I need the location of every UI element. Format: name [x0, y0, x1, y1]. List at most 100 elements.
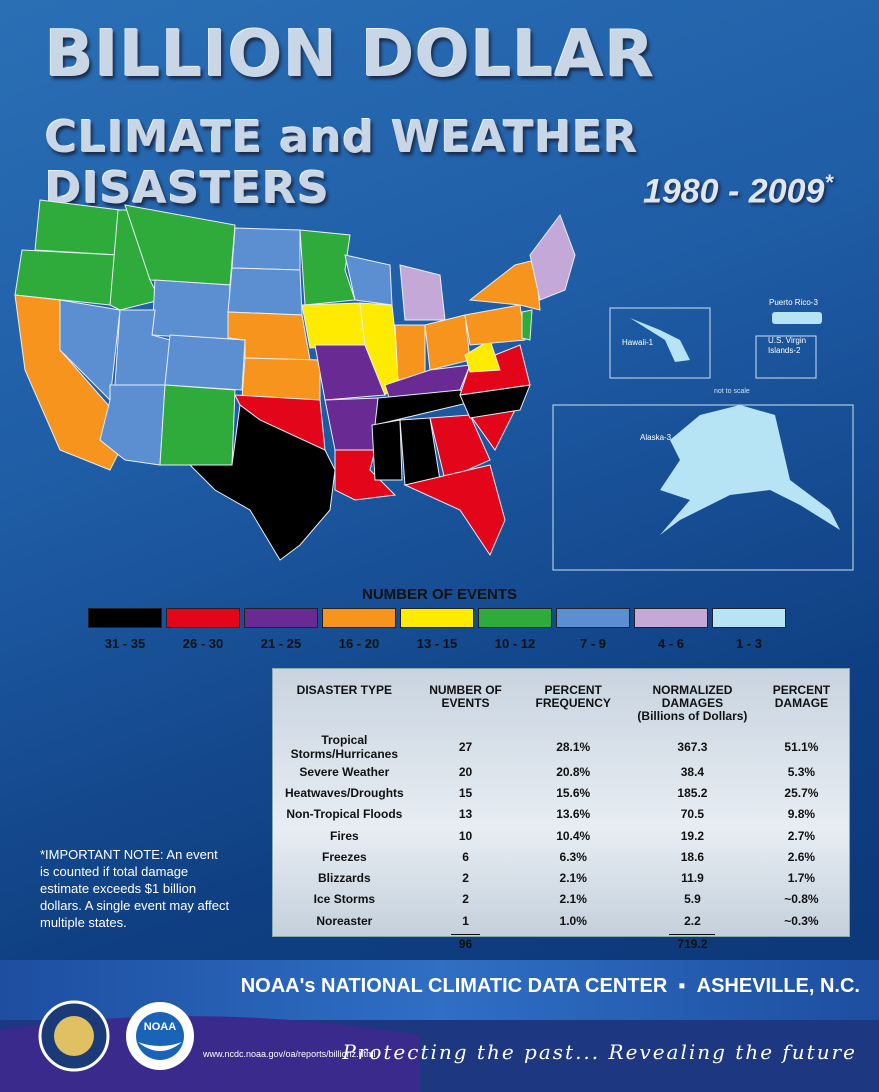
header-text: PERCENT FREQUENCY: [535, 683, 611, 710]
table-cell: 10: [458, 828, 473, 843]
table-cell: 19.2: [680, 828, 705, 843]
table-cell: 185.2: [677, 785, 708, 800]
asterisk: *: [824, 170, 833, 195]
scale-note: not to scale: [714, 388, 750, 395]
us-map: Hawaii-1 Puerto Rico-3 U.S. Virgin Islan…: [14, 199, 854, 571]
ncdc: NOAA's NATIONAL CLIMATIC DATA CENTER: [240, 975, 668, 997]
table-cell: 13.6%: [556, 807, 591, 822]
table-cell: 27: [458, 740, 473, 754]
legend-label: 4 - 6: [657, 636, 684, 651]
table-cell: 9.8%: [787, 807, 816, 822]
vi-label-box: U.S. Virgin Islands-2: [768, 336, 807, 355]
state: [159, 384, 236, 466]
footer-art: NOAA: [0, 1000, 420, 1092]
column-header: NORMALIZED DAMAGES (Billions of Dollars): [631, 683, 754, 733]
noaa-inner: [136, 1012, 184, 1060]
state: [301, 302, 366, 349]
table-cell: 1.0%: [559, 913, 587, 928]
table-row: Blizzards 2 2.1% 11.9 1.7%: [273, 867, 849, 888]
state: [394, 324, 426, 381]
table-cell: 15.6%: [556, 785, 591, 800]
state: [529, 213, 576, 301]
state: [164, 334, 246, 391]
legend-swatch: [478, 608, 552, 628]
column-header: PERCENT FREQUENCY: [515, 683, 631, 733]
table-row: Freezes 6 6.3% 18.6 2.6%: [273, 846, 849, 867]
table-cell: Noreaster: [316, 913, 373, 928]
states: [14, 199, 576, 561]
table-cell: ~0.3%: [784, 913, 819, 928]
title-line: CLIMATE and WEATHER DISASTERS: [45, 112, 639, 214]
tagline: Protecting the past... Revealing the fut…: [342, 1040, 857, 1064]
column-header: DISASTER TYPE: [273, 683, 416, 733]
table-cell: 1: [462, 913, 469, 928]
alaska-box: [552, 404, 854, 571]
table-cell: 20.8%: [556, 764, 591, 779]
table-panel: DISASTER TYPE NUMBER OF EVENTS PERCENT FRE…: [272, 668, 850, 951]
title-line: BILLION DOLLAR: [45, 18, 656, 92]
table-cell: 2: [462, 892, 469, 907]
table-cell: 2.1%: [559, 871, 587, 886]
table-cell: 25.7%: [784, 785, 819, 800]
vi-label: U.S. Virgin Islands-2: [768, 336, 807, 355]
legend-label: 13 - 15: [416, 636, 458, 651]
puerto-rico: [772, 312, 822, 324]
legend-item: 21 - 25: [244, 608, 318, 651]
state: [231, 227, 301, 271]
table-cell: 5.9: [684, 892, 701, 907]
seal-center: [54, 1016, 94, 1056]
legend-label: 31 - 35: [104, 636, 146, 651]
legend-item: 31 - 35: [88, 608, 162, 651]
legend-label: 10 - 12: [494, 636, 536, 651]
state: [399, 264, 446, 321]
legend-swatch: [322, 608, 396, 628]
table-cell: Ice Storms: [313, 892, 376, 907]
note: *IMPORTANT NOTE: An event is counted if …: [40, 847, 230, 930]
total-cell: 96: [416, 931, 516, 952]
state: [424, 314, 471, 371]
disaster-table: DISASTER TYPE NUMBER OF EVENTS PERCENT FRE…: [273, 683, 849, 953]
legend-swatch: [88, 608, 162, 628]
table-cell: Blizzards: [318, 871, 371, 886]
separator: ▪: [678, 975, 686, 997]
state: [188, 404, 336, 561]
legend-swatch: [244, 608, 318, 628]
table-cell: Severe Weather: [299, 764, 390, 779]
table-row: Ice Storms 2 2.1% 5.9 ~0.8%: [273, 889, 849, 910]
state: [324, 397, 379, 451]
table-cell: 6: [462, 849, 469, 864]
total-cell: 719.2: [631, 931, 754, 952]
table-cell: 2.2: [684, 913, 701, 928]
column-header: PERCENT DAMAGE: [754, 683, 849, 733]
legend-swatch: [166, 608, 240, 628]
legend-item: 10 - 12: [478, 608, 552, 651]
table-row: Tropical Storms/Hurricanes 27 28.1% 367.3 51…: [273, 733, 849, 761]
legend-label: 26 - 30: [182, 636, 224, 651]
total-cell: [273, 931, 416, 952]
table-cell: 13: [458, 807, 473, 822]
total-value: 96: [450, 933, 481, 951]
state: [464, 304, 526, 346]
table-cell: 1.7%: [787, 871, 816, 886]
header-text: DISASTER TYPE: [296, 683, 393, 697]
table-cell: Tropical Storms/Hurricanes: [290, 733, 399, 761]
state: [429, 414, 491, 481]
table-row: Severe Weather 20 20.8% 38.4 5.3%: [273, 761, 849, 782]
table-cell: 18.6: [680, 849, 705, 864]
header-text: NUMBER OF EVENTS: [429, 683, 502, 710]
table-cell: 11.9: [681, 871, 704, 886]
state: [403, 464, 506, 557]
table-cell: 2.7%: [787, 828, 816, 843]
legend-item: 16 - 20: [322, 608, 396, 651]
state: [371, 419, 403, 481]
table-cell: 38.4: [680, 764, 705, 779]
state: [34, 199, 121, 256]
table-row: Heatwaves/Droughts 15 15.6% 185.2 25.7%: [273, 782, 849, 803]
legend-title: NUMBER OF EVENTS: [361, 586, 517, 603]
hawaii: [630, 318, 690, 362]
total-cell: [754, 931, 849, 952]
legend-item: 4 - 6: [634, 608, 708, 651]
footer-line: NOAA's NATIONAL CLIMATIC DATA CENTER ▪ A…: [0, 975, 860, 998]
table-cell: 2.6%: [787, 849, 816, 864]
